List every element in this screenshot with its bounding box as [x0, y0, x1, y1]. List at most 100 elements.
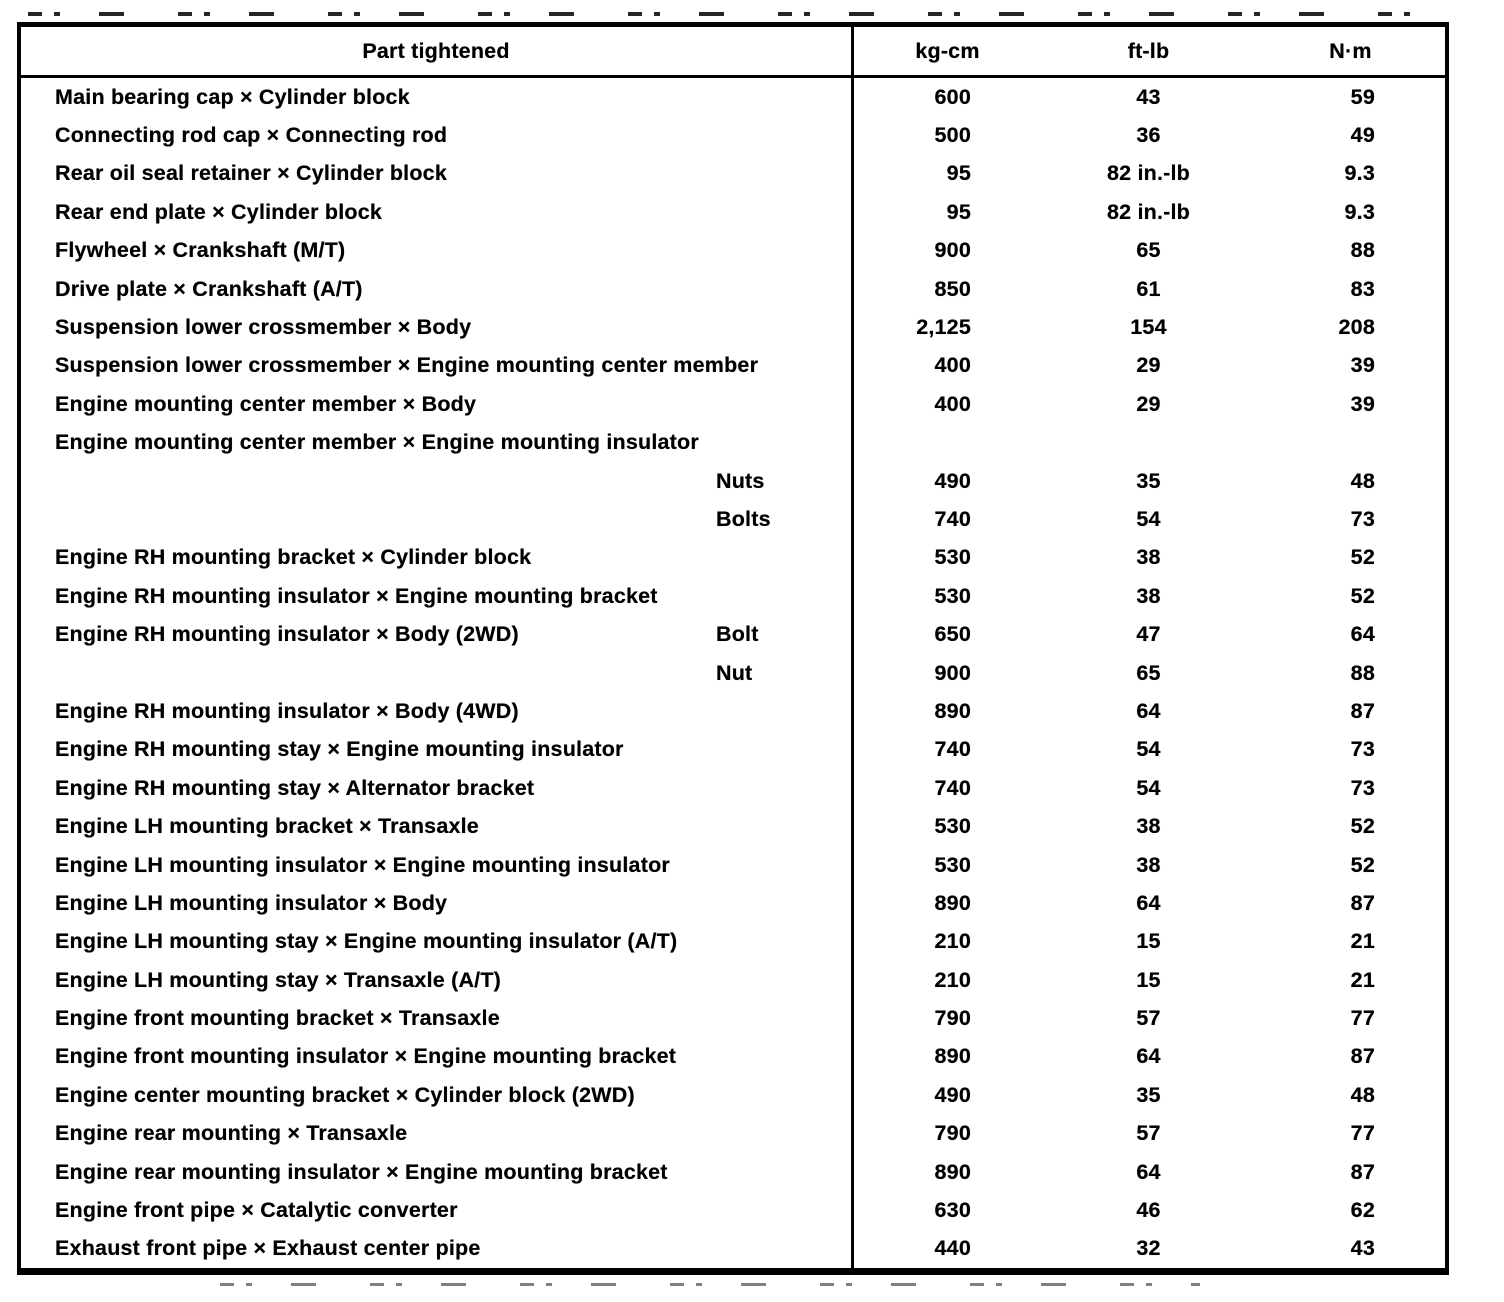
part-tightened-cell: Engine LH mounting bracket × Transaxle [21, 807, 851, 845]
kg-cm-value: 900 [851, 653, 1041, 693]
kg-cm-value: 530 [851, 807, 1041, 846]
kg-cm-value: 790 [851, 999, 1041, 1038]
table-row: Engine LH mounting bracket × Transaxle 53… [21, 807, 1445, 846]
ft-lb-value: 43 [1136, 84, 1161, 109]
table-row: Drive plate × Crankshaft (A/T) 850 61 83 [21, 269, 1445, 309]
part-name: Engine mounting center member × Body [55, 391, 477, 416]
n-m-value: 87 [1350, 698, 1375, 723]
kg-cm-value: 740 [851, 730, 1041, 770]
table-row: Engine LH mounting stay × Engine mountin… [21, 922, 1445, 961]
n-m-value: 87 [1350, 1159, 1375, 1184]
part-tightened-cell: Engine LH mounting stay × Engine mountin… [21, 923, 851, 961]
table-row: Engine RH mounting bracket × Cylinder bl… [21, 538, 1445, 578]
kg-cm-value [851, 423, 1041, 462]
n-m-value: 52 [1350, 545, 1375, 570]
table-row: Rear oil seal retainer × Cylinder block 9… [21, 154, 1445, 194]
part-name: Engine front mounting bracket × Transaxl… [55, 1006, 500, 1031]
table-row: Bolts 740 54 73 [21, 500, 1445, 539]
kg-cm-value: 890 [851, 1152, 1041, 1192]
part-tightened-cell: Engine LH mounting stay × Transaxle (A/T… [21, 961, 851, 999]
n-m-value: 87 [1350, 1044, 1375, 1069]
kg-cm-value: 850 [851, 269, 1041, 309]
n-m-value: 52 [1350, 583, 1375, 608]
n-m-value: 48 [1350, 468, 1375, 493]
part-tightened-cell: Engine mounting center member × Body [21, 385, 851, 423]
table-row: Engine front pipe × Catalytic converter 6… [21, 1191, 1445, 1230]
part-name: Engine RH mounting stay × Alternator bra… [55, 775, 535, 800]
part-tightened-cell: Engine RH mounting insulator × Engine mo… [21, 577, 851, 615]
ft-lb-value: 29 [1136, 353, 1161, 378]
part-name: Engine front mounting insulator × Engine… [55, 1044, 677, 1069]
ft-lb-value: 15 [1136, 929, 1161, 954]
table-row: Engine mounting center member × Body 400 2… [21, 385, 1445, 424]
kg-cm-value: 210 [851, 960, 1041, 1000]
table-row: Engine rear mounting × Transaxle 790 57 77 [21, 1114, 1445, 1153]
table-row: Engine RH mounting insulator × Body (4WD… [21, 692, 1445, 731]
part-name: Engine RH mounting bracket × Cylinder bl… [55, 545, 532, 570]
part-name: Engine RH mounting insulator × Body (2WD… [55, 622, 519, 647]
kg-cm-value: 530 [851, 577, 1041, 616]
part-name: Engine LH mounting bracket × Transaxle [55, 814, 479, 839]
table-row: Main bearing cap × Cylinder block 600 43 59 [21, 78, 1445, 117]
table-row: Engine LH mounting stay × Transaxle (A/T… [21, 960, 1445, 1000]
part-tightened-cell: Flywheel × Crankshaft (M/T) [21, 232, 851, 270]
part-tightened-cell: Engine rear mounting insulator × Engine … [21, 1153, 851, 1191]
part-name: Suspension lower crossmember × Engine mo… [55, 353, 759, 378]
ft-lb-value: 64 [1136, 1159, 1161, 1184]
part-name: Connecting rod cap × Connecting rod [55, 123, 448, 148]
part-tightened-cell: Engine rear mounting × Transaxle [21, 1115, 851, 1153]
part-name: Engine center mounting bracket × Cylinde… [55, 1082, 635, 1107]
part-name: Engine RH mounting stay × Engine mountin… [55, 737, 624, 762]
ft-lb-value: 64 [1136, 698, 1161, 723]
part-tightened-cell: Bolts [21, 500, 851, 538]
ft-lb-value: 38 [1136, 814, 1161, 839]
part-tightened-cell: Suspension lower crossmember × Body [21, 308, 851, 346]
part-sub-label: Bolt [716, 622, 759, 647]
part-tightened-cell: Exhaust front pipe × Exhaust center pipe [21, 1230, 851, 1268]
n-m-value: 64 [1350, 622, 1375, 647]
ft-lb-value: 54 [1136, 775, 1161, 800]
kg-cm-value: 400 [851, 346, 1041, 386]
part-tightened-cell: Engine front mounting bracket × Transaxl… [21, 999, 851, 1037]
n-m-value: 87 [1350, 890, 1375, 915]
ft-lb-value: 47 [1136, 622, 1161, 647]
part-name: Flywheel × Crankshaft (M/T) [55, 238, 346, 263]
n-m-value: 88 [1350, 238, 1375, 263]
kg-cm-value: 400 [851, 385, 1041, 424]
n-m-value: 88 [1350, 660, 1375, 685]
ft-lb-value: 54 [1136, 506, 1161, 531]
part-name: Engine LH mounting insulator × Body [55, 890, 448, 915]
ft-lb-value: 61 [1136, 276, 1161, 301]
part-tightened-cell: Engine RH mounting stay × Alternator bra… [21, 769, 851, 807]
table-row: Engine front mounting insulator × Engine… [21, 1037, 1445, 1077]
part-tightened-cell: Engine RH mounting insulator × Body (4WD… [21, 692, 851, 730]
table-row: Engine RH mounting stay × Alternator bra… [21, 769, 1445, 808]
part-name: Engine RH mounting insulator × Body (4WD… [55, 698, 519, 723]
kg-cm-value: 650 [851, 615, 1041, 654]
part-tightened-cell: Nuts [21, 462, 851, 500]
ft-lb-value: 154 [1130, 315, 1167, 340]
table-row: Connecting rod cap × Connecting rod 500 36… [21, 116, 1445, 155]
n-m-value: 9.3 [1344, 199, 1375, 224]
part-name: Rear oil seal retainer × Cylinder block [55, 161, 447, 186]
ft-lb-value: 82 in.-lb [1106, 199, 1191, 224]
table-row: Engine RH mounting stay × Engine mountin… [21, 730, 1445, 770]
n-m-value: 62 [1350, 1198, 1375, 1223]
table-row: Engine rear mounting insulator × Engine … [21, 1152, 1445, 1192]
ft-lb-value: 64 [1136, 1044, 1161, 1069]
kg-cm-value: 600 [851, 78, 1041, 117]
n-m-value: 21 [1350, 929, 1375, 954]
ft-lb-value: 57 [1136, 1006, 1161, 1031]
n-m-value: 43 [1350, 1236, 1375, 1261]
part-tightened-cell: Drive plate × Crankshaft (A/T) [21, 270, 851, 308]
table-body: Main bearing cap × Cylinder block 600 43 59… [21, 78, 1445, 1269]
n-m-value: 208 [1338, 315, 1375, 340]
kg-cm-value: 790 [851, 1114, 1041, 1153]
ft-lb-value: 64 [1136, 890, 1161, 915]
n-m-value: 59 [1350, 84, 1375, 109]
table-row: Engine RH mounting insulator × Engine mo… [21, 577, 1445, 616]
ft-lb-value: 65 [1136, 660, 1161, 685]
kg-cm-value: 490 [851, 1076, 1041, 1115]
n-m-value: 52 [1350, 814, 1375, 839]
part-name: Suspension lower crossmember × Body [55, 315, 472, 340]
